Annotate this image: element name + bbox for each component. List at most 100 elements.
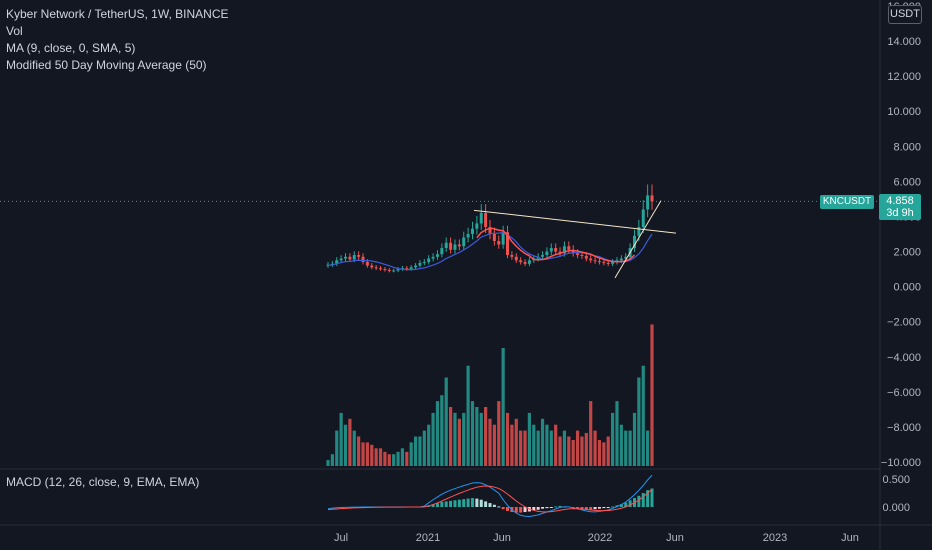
candle-body (611, 262, 615, 264)
candle-body (637, 226, 641, 236)
volume-bar (532, 424, 536, 466)
candle-body (335, 260, 339, 264)
macd-histogram-bar (501, 507, 505, 510)
macd-histogram-bar (641, 493, 645, 507)
candle-body (352, 255, 356, 260)
macd-histogram-bar (602, 507, 606, 509)
volume-bar (497, 401, 501, 466)
macd-histogram-bar (637, 495, 641, 507)
price-tick-label: 2.000 (893, 247, 921, 259)
volume-bar (457, 418, 461, 466)
ma-indicator-label[interactable]: MA (9, close, 0, SMA, 5) (6, 41, 136, 55)
candle-body (545, 251, 549, 256)
volume-bar (545, 424, 549, 466)
candle-body (624, 256, 628, 259)
candle-body (475, 223, 479, 229)
candle-body (492, 234, 496, 242)
candle-body (422, 262, 426, 264)
candle-body (549, 248, 553, 252)
volume-bar (427, 424, 431, 466)
candle-body (554, 248, 558, 252)
volume-bar (580, 436, 584, 466)
macd-histogram-bar (597, 507, 601, 509)
volume-bar (440, 395, 444, 466)
time-tick-label: 2023 (763, 532, 787, 544)
price-tick-label: −4.000 (887, 352, 921, 364)
candle-body (597, 261, 601, 263)
candle-body (379, 268, 383, 270)
volume-bar (558, 436, 562, 466)
macd-histogram-bar (462, 499, 466, 507)
candle-body (357, 255, 361, 257)
support-trendline (614, 200, 662, 279)
macd-histogram-bar (453, 500, 457, 507)
volume-bar (335, 430, 339, 466)
last-price-value: 4.858 (886, 195, 914, 207)
macd-histogram-bar (589, 507, 593, 510)
currency-button[interactable]: USDT (888, 5, 922, 24)
macd-histogram-bar (488, 503, 492, 507)
candle-body (383, 269, 387, 271)
volume-bar (330, 454, 334, 466)
volume-bar (571, 440, 575, 466)
volume-bar (470, 401, 475, 466)
volume-bar (444, 377, 448, 466)
macd-histogram-bar (492, 504, 496, 507)
candle-body (519, 260, 523, 263)
volume-bar (396, 451, 400, 466)
macd-histogram-bar (580, 507, 584, 510)
candle-body (449, 242, 453, 250)
macd-histogram-bar (536, 507, 540, 510)
candle-body (541, 255, 545, 257)
macd-histogram-bar (440, 501, 444, 507)
volume-bar (348, 418, 352, 466)
volume-bar (326, 460, 330, 466)
macd-histogram-bar (466, 498, 470, 507)
volume-bar (370, 444, 374, 466)
macd-histogram-bar (611, 506, 615, 508)
volume-bar (387, 454, 391, 466)
volume-bar (409, 442, 413, 466)
candle-body (466, 234, 470, 238)
macd-histogram-bar (606, 507, 610, 508)
candle-body (650, 195, 654, 202)
volume-bar (422, 430, 426, 466)
macd-indicator-label[interactable]: MACD (12, 26, close, 9, EMA, EMA) (6, 475, 200, 489)
volume-bar (400, 448, 405, 466)
candle-body (387, 269, 391, 271)
price-tick-label: −6.000 (887, 387, 921, 399)
bar-countdown: 3d 9h (886, 207, 914, 219)
candle-body (396, 269, 400, 271)
candle-body (510, 255, 514, 257)
time-tick-label: 2022 (588, 532, 612, 544)
modified-ma-indicator-label[interactable]: Modified 50 Day Moving Average (50) (6, 58, 207, 72)
volume-bar (567, 436, 571, 466)
volume-bar (597, 440, 602, 466)
candle-body (431, 256, 435, 259)
volume-bar (453, 412, 457, 466)
macd-histogram-bar (497, 506, 501, 508)
candle-body (365, 262, 369, 266)
time-tick-label: Jun (493, 532, 511, 544)
volume-bar (641, 365, 645, 466)
candle-body (348, 256, 352, 260)
candle-body (414, 265, 418, 268)
volume-bar (505, 412, 510, 466)
price-tick-label: 12.000 (887, 71, 921, 83)
macd-histogram-bar (519, 507, 523, 513)
resistance-trendline (473, 209, 677, 234)
volume-bar (523, 430, 527, 466)
macd-histogram-bar (558, 505, 562, 507)
volume-bar (431, 412, 435, 466)
time-tick-label: Jul (334, 532, 348, 544)
symbol-title[interactable]: Kyber Network / TetherUS, 1W, BINANCE (6, 7, 229, 21)
volume-bar (540, 418, 545, 466)
volume-bar (378, 448, 383, 466)
price-tick-label: −2.000 (887, 317, 921, 329)
candle-body (558, 251, 562, 254)
volume-indicator-label[interactable]: Vol (6, 24, 23, 38)
macd-histogram-bar (650, 488, 654, 507)
macd-histogram-bar (646, 490, 650, 507)
macd-histogram-bar (475, 498, 479, 507)
